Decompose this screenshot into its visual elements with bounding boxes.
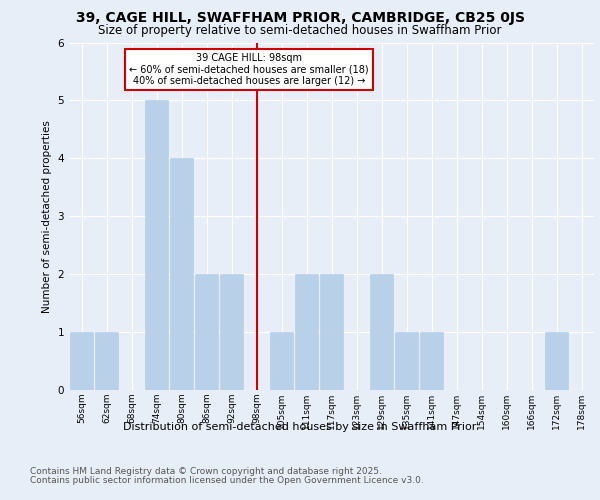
- Bar: [295, 274, 318, 390]
- Bar: [395, 332, 418, 390]
- Bar: [545, 332, 568, 390]
- Text: Contains HM Land Registry data © Crown copyright and database right 2025.: Contains HM Land Registry data © Crown c…: [30, 467, 382, 476]
- Bar: [170, 158, 193, 390]
- Bar: [195, 274, 218, 390]
- Bar: [145, 100, 168, 390]
- Bar: [420, 332, 443, 390]
- Bar: [320, 274, 343, 390]
- Text: Contains public sector information licensed under the Open Government Licence v3: Contains public sector information licen…: [30, 476, 424, 485]
- Text: 39 CAGE HILL: 98sqm
← 60% of semi-detached houses are smaller (18)
40% of semi-d: 39 CAGE HILL: 98sqm ← 60% of semi-detach…: [129, 53, 369, 86]
- Bar: [270, 332, 293, 390]
- Text: Distribution of semi-detached houses by size in Swaffham Prior: Distribution of semi-detached houses by …: [124, 422, 476, 432]
- Text: 39, CAGE HILL, SWAFFHAM PRIOR, CAMBRIDGE, CB25 0JS: 39, CAGE HILL, SWAFFHAM PRIOR, CAMBRIDGE…: [76, 11, 524, 25]
- Bar: [70, 332, 93, 390]
- Y-axis label: Number of semi-detached properties: Number of semi-detached properties: [42, 120, 52, 312]
- Bar: [370, 274, 393, 390]
- Bar: [95, 332, 118, 390]
- Bar: [220, 274, 243, 390]
- Text: Size of property relative to semi-detached houses in Swaffham Prior: Size of property relative to semi-detach…: [98, 24, 502, 37]
